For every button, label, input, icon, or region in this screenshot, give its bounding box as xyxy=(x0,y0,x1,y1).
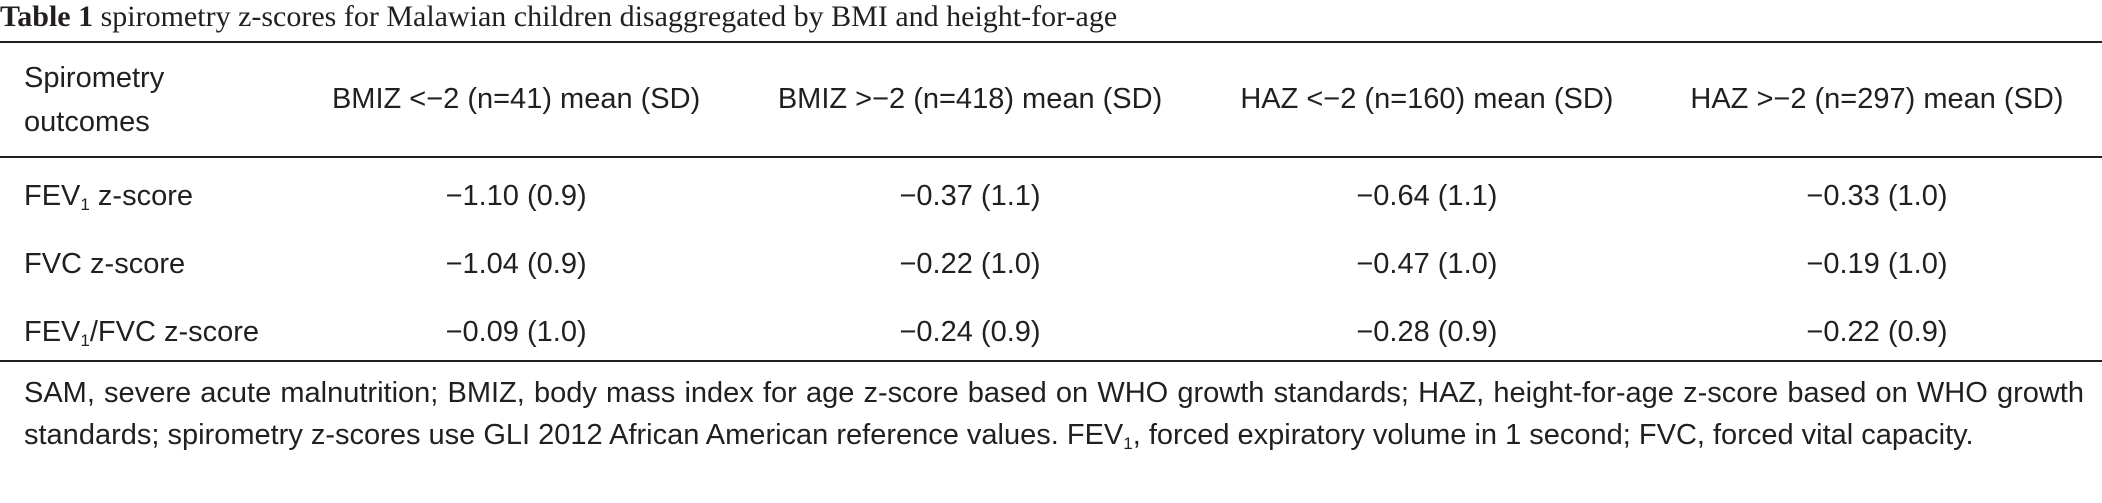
header-row: Spirometry outcomes BMIZ <−2 (n=41) mean… xyxy=(0,43,2102,156)
bottom-rule xyxy=(0,360,2102,362)
row-label-subscript: 1 xyxy=(80,330,90,350)
table-row: FEV1 z-score −1.10 (0.9) −0.37 (1.1) −0.… xyxy=(0,156,2102,230)
table-cell: −0.22 (0.9) xyxy=(1806,315,1948,348)
table-cell: −0.22 (1.0) xyxy=(899,247,1041,280)
footnote-text: , forced expiratory volume in 1 second; … xyxy=(1132,419,1974,451)
header-rule xyxy=(0,156,2102,158)
row-label-fvc: FVC z-score xyxy=(0,230,294,298)
table-caption-text: spirometry z-scores for Malawian childre… xyxy=(93,0,1118,33)
row-label-fev1: FEV1 z-score xyxy=(0,156,294,230)
table-row: FVC z-score −1.04 (0.9) −0.22 (1.0) −0.4… xyxy=(0,230,2102,298)
table-cell: −0.64 (1.1) xyxy=(1356,179,1498,212)
spirometry-table: Spirometry outcomes BMIZ <−2 (n=41) mean… xyxy=(0,43,2102,366)
row-label-text: FVC z-score xyxy=(24,247,186,280)
footnote-subscript: 1 xyxy=(1123,434,1133,453)
row-label-text: z-score xyxy=(89,179,194,212)
row-label-text: /FVC z-score xyxy=(89,315,260,348)
table-footnote: SAM, severe acute malnutrition; BMIZ, bo… xyxy=(24,372,2084,456)
table-cell: −0.09 (1.0) xyxy=(445,315,587,348)
column-header-haz-high: HAZ >−2 (n=297) mean (SD) xyxy=(1690,83,2064,115)
table-cell: −0.37 (1.1) xyxy=(899,179,1041,212)
table-cell: −0.24 (0.9) xyxy=(899,315,1041,348)
row-label-fev1-fvc: FEV1/FVC z-score xyxy=(0,298,294,366)
column-header-bmiz-low: BMIZ <−2 (n=41) mean (SD) xyxy=(331,83,701,115)
table-cell: −1.04 (0.9) xyxy=(445,247,587,280)
table-caption-label: Table 1 xyxy=(0,0,94,33)
table-cell: −0.33 (1.0) xyxy=(1806,179,1948,212)
row-label-text: FEV xyxy=(24,315,81,348)
column-header-bmiz-high: BMIZ >−2 (n=418) mean (SD) xyxy=(777,83,1163,115)
table-cell: −0.19 (1.0) xyxy=(1806,247,1948,280)
table-row: FEV1/FVC z-score −0.09 (1.0) −0.24 (0.9)… xyxy=(0,298,2102,366)
table-cell: −1.10 (0.9) xyxy=(445,179,587,212)
row-label-text: FEV xyxy=(24,179,81,212)
footnote-text: SAM, severe acute malnutrition; BMIZ, bo… xyxy=(24,377,2084,451)
column-header-haz-low: HAZ <−2 (n=160) mean (SD) xyxy=(1240,83,1614,115)
table-cell: −0.28 (0.9) xyxy=(1356,315,1498,348)
column-header-outcome: Spirometry outcomes xyxy=(24,61,165,138)
top-rule xyxy=(0,41,2102,43)
row-label-subscript: 1 xyxy=(80,194,90,214)
table-caption: Table 1 spirometry z-scores for Malawian… xyxy=(0,0,2102,38)
table-cell: −0.47 (1.0) xyxy=(1356,247,1498,280)
